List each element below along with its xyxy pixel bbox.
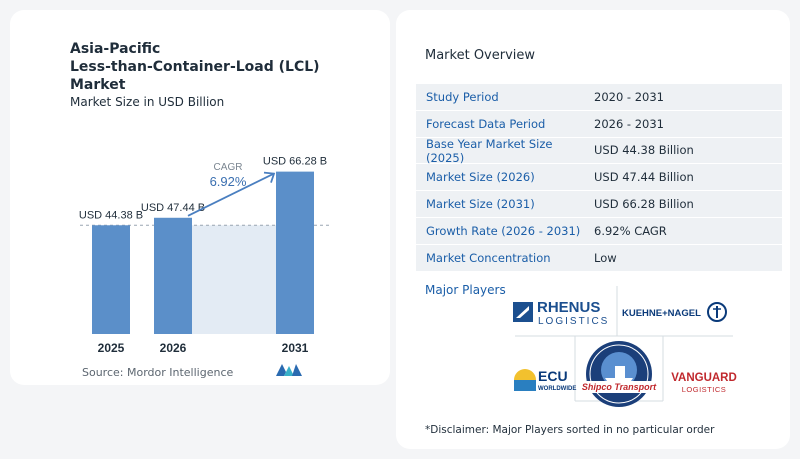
overview-row: Market Size (2031) USD 66.28 Billion xyxy=(416,191,782,218)
title-line-1: Asia-Pacific xyxy=(70,41,161,57)
x-tick-label: 2025 xyxy=(98,341,125,355)
chart-title: Asia-Pacific Less-than-Container-Load (L… xyxy=(70,40,370,94)
mordor-logo-icon xyxy=(276,364,302,376)
row-label: Market Size (2031) xyxy=(426,197,535,212)
row-label: Forecast Data Period xyxy=(426,116,546,131)
rhenus-logo: RHENUS LOGISTICS xyxy=(513,299,609,327)
ecu-worldwide-logo: ECU WORLDWIDE xyxy=(514,368,576,392)
row-label: Study Period xyxy=(426,89,499,104)
row-value: USD 66.28 Billion xyxy=(594,197,694,212)
overview-row: Growth Rate (2026 - 2031) 6.92% CAGR xyxy=(416,217,782,245)
overview-title: Market Overview xyxy=(425,48,536,63)
disclaimer: *Disclaimer: Major Players sorted in no … xyxy=(425,424,715,436)
row-value: USD 44.38 Billion xyxy=(594,143,694,158)
row-value: 6.92% CAGR xyxy=(594,223,667,238)
overview-row: Forecast Data Period 2026 - 2031 xyxy=(416,110,782,138)
overview-row: Study Period 2020 - 2031 xyxy=(416,84,782,111)
bar xyxy=(276,171,314,334)
x-tick-label: 2026 xyxy=(160,341,187,355)
vanguard-logo: VANGUARD LOGISTICS xyxy=(671,372,737,394)
row-label: Market Size (2026) xyxy=(426,170,535,185)
row-label: Base Year Market Size (2025) xyxy=(426,136,553,165)
cagr-arrow-head xyxy=(263,171,276,183)
source-text: Source: Mordor Intelligence xyxy=(82,366,234,379)
row-label: Market Concentration xyxy=(426,250,551,265)
projection-area xyxy=(192,225,276,334)
row-value: USD 47.44 Billion xyxy=(594,170,694,185)
title-line-2: Less-than-Container-Load (LCL) xyxy=(70,59,320,75)
ecu-name: ECU xyxy=(538,368,568,384)
vanguard-sub: LOGISTICS xyxy=(682,385,727,394)
kuehne-nagel-logo: KUEHNE+NAGEL xyxy=(622,302,727,322)
bar xyxy=(92,225,130,334)
row-value: 2020 - 2031 xyxy=(594,89,664,104)
cagr-arrow xyxy=(187,172,275,217)
players-title: Major Players xyxy=(425,283,506,297)
vanguard-name: VANGUARD xyxy=(671,372,737,384)
data-label: USD 44.38 B xyxy=(79,209,143,221)
rhenus-name: RHENUS xyxy=(537,299,600,316)
overview-row: Market Concentration Low xyxy=(416,244,782,272)
cagr-label: CAGR xyxy=(214,162,243,173)
data-label: USD 66.28 B xyxy=(263,156,327,168)
overview-table: Study Period 2020 - 2031 Forecast Data P… xyxy=(416,84,782,272)
overview-row: Market Size (2026) USD 47.44 Billion xyxy=(416,164,782,192)
players-logo-grid: RHENUS LOGISTICS KUEHNE+NAGEL ECU WORLDW… xyxy=(513,286,737,407)
cagr-value: 6.92% xyxy=(210,174,247,189)
row-value: 2026 - 2031 xyxy=(594,116,664,131)
ecu-sub: WORLDWIDE xyxy=(538,386,576,392)
row-label: Growth Rate (2026 - 2031) xyxy=(426,223,581,238)
title-line-3: Market xyxy=(70,77,126,93)
shipco-name: Shipco Transport xyxy=(582,382,657,392)
overview-row: Base Year Market Size (2025) USD 44.38 B… xyxy=(416,136,782,165)
rhenus-sub: LOGISTICS xyxy=(538,316,609,327)
x-tick-label: 2031 xyxy=(282,341,309,355)
data-label: USD 47.44 B xyxy=(141,202,205,214)
chart-subtitle: Market Size in USD Billion xyxy=(70,95,225,109)
bar xyxy=(154,217,192,334)
shipco-logo: Shipco Transport xyxy=(582,341,657,407)
kuehne-name: KUEHNE+NAGEL xyxy=(622,308,701,319)
row-value: Low xyxy=(594,250,617,265)
